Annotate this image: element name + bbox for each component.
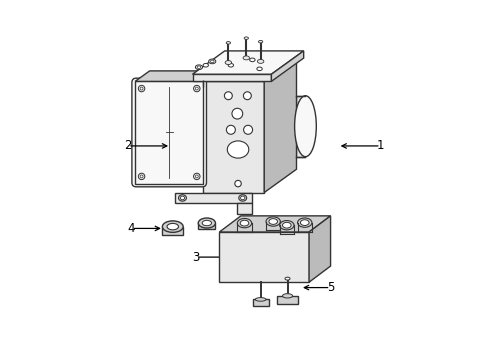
Ellipse shape (202, 220, 211, 226)
Polygon shape (219, 216, 330, 232)
Ellipse shape (237, 219, 251, 228)
Ellipse shape (297, 218, 311, 227)
Ellipse shape (257, 59, 264, 63)
Ellipse shape (210, 60, 214, 63)
Polygon shape (162, 226, 183, 234)
Ellipse shape (255, 298, 265, 301)
Ellipse shape (240, 220, 248, 226)
Ellipse shape (167, 224, 178, 230)
Ellipse shape (193, 173, 200, 180)
Polygon shape (271, 51, 303, 81)
Ellipse shape (195, 175, 198, 178)
Ellipse shape (138, 85, 144, 92)
Text: 2: 2 (124, 139, 131, 152)
Ellipse shape (227, 141, 248, 158)
Ellipse shape (224, 92, 232, 100)
Polygon shape (252, 300, 268, 306)
Polygon shape (135, 71, 217, 81)
Ellipse shape (195, 87, 198, 90)
Ellipse shape (178, 195, 186, 201)
Polygon shape (203, 81, 264, 193)
Ellipse shape (195, 65, 202, 69)
Ellipse shape (268, 219, 277, 224)
Polygon shape (237, 203, 251, 214)
Ellipse shape (243, 125, 252, 134)
Ellipse shape (193, 85, 200, 92)
Polygon shape (308, 216, 330, 282)
Ellipse shape (256, 67, 262, 71)
Ellipse shape (240, 196, 244, 200)
Ellipse shape (226, 125, 235, 134)
Ellipse shape (197, 66, 201, 68)
Ellipse shape (208, 59, 215, 64)
Ellipse shape (294, 96, 316, 157)
Ellipse shape (244, 37, 248, 40)
Text: 1: 1 (376, 139, 384, 152)
Ellipse shape (140, 175, 142, 178)
Ellipse shape (226, 41, 230, 44)
Ellipse shape (198, 218, 215, 228)
Ellipse shape (282, 222, 290, 228)
Polygon shape (264, 58, 296, 193)
Ellipse shape (180, 196, 184, 200)
Ellipse shape (265, 217, 280, 226)
Text: 3: 3 (192, 251, 200, 264)
Ellipse shape (238, 195, 246, 201)
Polygon shape (198, 223, 215, 229)
Ellipse shape (162, 221, 183, 232)
Ellipse shape (282, 294, 292, 298)
FancyBboxPatch shape (132, 78, 206, 187)
Ellipse shape (300, 220, 308, 225)
Ellipse shape (140, 87, 142, 90)
Polygon shape (174, 193, 251, 203)
Ellipse shape (243, 92, 251, 100)
Ellipse shape (203, 63, 208, 67)
Ellipse shape (228, 63, 233, 67)
Ellipse shape (285, 277, 289, 280)
Ellipse shape (279, 221, 293, 230)
Ellipse shape (258, 40, 262, 43)
Polygon shape (203, 58, 296, 81)
Ellipse shape (231, 108, 242, 119)
Ellipse shape (224, 60, 231, 64)
Polygon shape (277, 296, 297, 304)
Ellipse shape (243, 56, 249, 60)
Ellipse shape (138, 173, 144, 180)
Text: 4: 4 (127, 222, 135, 235)
Polygon shape (192, 51, 303, 74)
Polygon shape (296, 96, 305, 157)
Text: 5: 5 (326, 281, 334, 294)
Polygon shape (192, 74, 271, 81)
Polygon shape (219, 232, 308, 282)
Ellipse shape (249, 58, 255, 62)
Ellipse shape (234, 180, 241, 187)
